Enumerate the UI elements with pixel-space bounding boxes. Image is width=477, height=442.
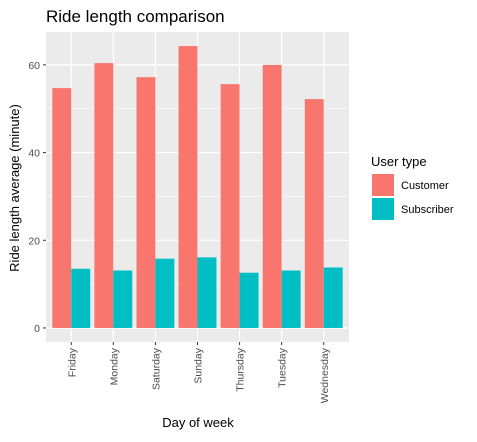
- bars: [52, 46, 343, 328]
- x-tick-label: Thursday: [235, 347, 247, 392]
- bar-customer-sunday: [178, 46, 198, 328]
- x-axis-label: Day of week: [162, 415, 234, 430]
- bar-subscriber-saturday: [155, 258, 175, 328]
- bar-subscriber-friday: [71, 268, 91, 328]
- bar-customer-monday: [94, 63, 114, 328]
- y-tick-label: 20: [28, 235, 40, 247]
- bar-subscriber-tuesday: [281, 270, 301, 328]
- bar-customer-saturday: [136, 77, 156, 328]
- bar-customer-friday: [52, 88, 72, 328]
- legend-label-customer: Customer: [401, 180, 449, 192]
- x-tick-label: Wednesday: [319, 347, 331, 403]
- bar-customer-tuesday: [262, 64, 282, 328]
- y-tick-label: 40: [28, 148, 40, 160]
- legend-key-subscriber: [372, 198, 394, 220]
- y-tick-label: 0: [34, 323, 40, 335]
- legend: User type Customer Subscriber: [371, 154, 454, 220]
- x-tick-label: Sunday: [193, 347, 205, 383]
- x-axis: Friday Monday Saturday Sunday Thursday Tuesda…: [66, 342, 331, 403]
- legend-title: User type: [371, 154, 427, 169]
- y-tick-label: 60: [28, 60, 40, 72]
- x-tick-label: Saturday: [150, 347, 162, 390]
- y-axis-label: Ride length average (minute): [7, 104, 22, 272]
- legend-label-subscriber: Subscriber: [401, 204, 454, 216]
- chart-title: Ride length comparison: [46, 7, 225, 26]
- bar-subscriber-wednesday: [323, 267, 343, 328]
- bar-customer-wednesday: [304, 99, 324, 328]
- bar-customer-thursday: [220, 84, 240, 328]
- x-tick-label: Friday: [66, 347, 78, 377]
- y-axis: 0 20 40 60: [28, 60, 46, 335]
- legend-key-customer: [372, 174, 394, 196]
- bar-subscriber-sunday: [197, 257, 217, 328]
- x-tick-label: Tuesday: [277, 347, 289, 388]
- bar-subscriber-monday: [113, 270, 133, 328]
- x-tick-label: Monday: [108, 347, 120, 385]
- bar-subscriber-thursday: [239, 272, 259, 328]
